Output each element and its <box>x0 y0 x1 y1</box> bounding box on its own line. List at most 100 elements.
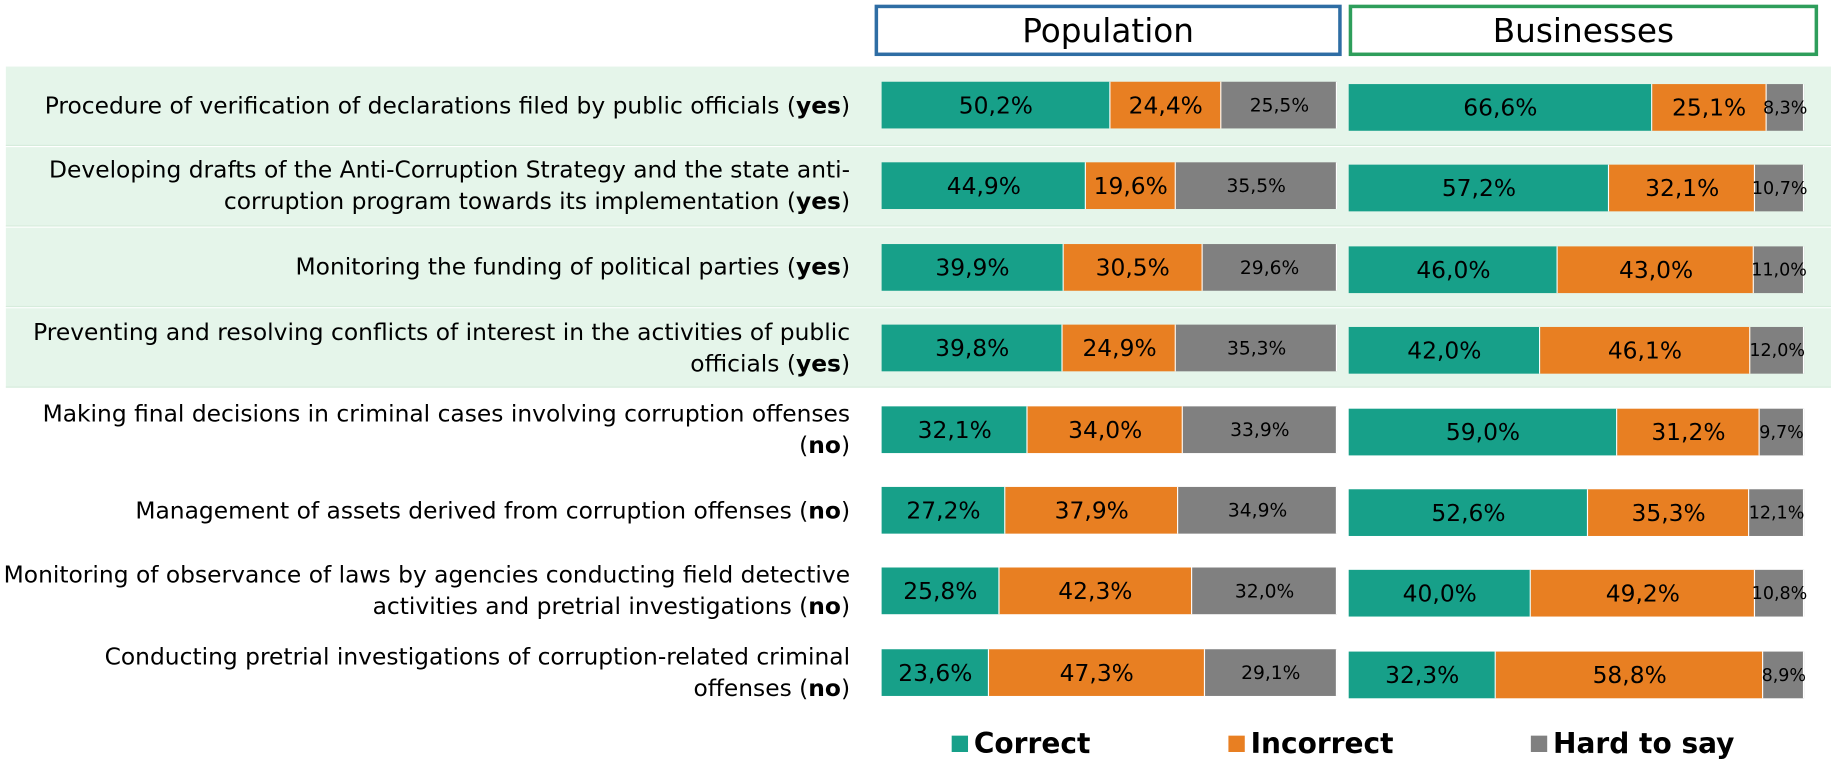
legend-swatch <box>1228 735 1245 752</box>
value-label: 34,9% <box>1227 499 1288 522</box>
value-label: 59,0% <box>1445 417 1521 446</box>
bar-segment <box>1609 165 1756 212</box>
bar-segment <box>1755 165 1805 212</box>
bar-segment <box>881 405 1028 453</box>
bar-segment <box>1348 408 1618 455</box>
value-label: 24,9% <box>1082 334 1157 363</box>
value-label: 29,1% <box>1241 661 1301 684</box>
legend-item: Correct <box>951 727 1091 760</box>
bar-segment <box>1178 486 1337 534</box>
bar-segment <box>1348 651 1496 699</box>
legend-item: Incorrect <box>1228 727 1394 760</box>
value-label: 58,8% <box>1592 660 1667 689</box>
value-label: 30,5% <box>1095 253 1170 282</box>
bar-segment <box>1348 489 1589 536</box>
bar-segment <box>1062 324 1177 372</box>
bar-segment <box>881 324 1063 372</box>
bar-segment <box>1759 408 1804 455</box>
value-label: 42,3% <box>1058 577 1133 606</box>
value-label: 9,7% <box>1759 421 1804 443</box>
value-label: 11,0% <box>1751 258 1807 281</box>
value-label: 57,2% <box>1441 174 1517 203</box>
value-label: 25,8% <box>903 577 978 606</box>
value-label: 39,9% <box>935 253 1010 282</box>
bar-segment <box>1182 405 1337 453</box>
bar-segment <box>1005 486 1179 534</box>
bar-segment <box>881 486 1006 534</box>
value-label: 35,3% <box>1631 498 1706 527</box>
value-label: 42,0% <box>1407 336 1482 365</box>
value-label: 8,9% <box>1761 664 1807 686</box>
bar-segment <box>1348 165 1610 212</box>
bar-segment <box>881 649 990 696</box>
bar-segment <box>881 162 1087 210</box>
bar-segment <box>1175 162 1337 210</box>
value-label: 31,2% <box>1651 417 1726 446</box>
category-label: Conducting pretrial investigations of co… <box>104 641 851 702</box>
panel-title: Population <box>874 4 1342 57</box>
bar-segment <box>1539 327 1750 374</box>
category-label: Preventing and resolving conflicts of in… <box>33 317 851 378</box>
value-label: 35,3% <box>1226 337 1287 360</box>
value-label: 32,1% <box>1645 174 1720 203</box>
value-label: 10,8% <box>1751 583 1808 605</box>
value-label: 50,2% <box>958 91 1034 120</box>
value-label: 29,6% <box>1239 256 1300 279</box>
value-label: 46,1% <box>1607 336 1683 365</box>
bar-segment <box>1191 567 1338 615</box>
value-label: 46,0% <box>1416 255 1491 284</box>
bar-segment <box>1204 649 1337 696</box>
bar-segment <box>1063 243 1203 291</box>
bar-segment <box>1763 651 1805 699</box>
bar-segment <box>1348 246 1559 293</box>
bar-segment <box>1651 84 1767 131</box>
value-label: 40,0% <box>1402 579 1477 608</box>
bar-segment <box>1027 405 1183 453</box>
bar-segment <box>881 243 1064 291</box>
value-label: 32,0% <box>1234 580 1295 603</box>
legend-swatch <box>951 735 969 752</box>
bar-segment <box>1221 81 1338 129</box>
bar-segment <box>1753 246 1805 293</box>
legend-label: Correct <box>973 727 1091 760</box>
bar-segment <box>1617 408 1760 455</box>
value-label: 66,6% <box>1463 93 1538 122</box>
bar-segment <box>1748 489 1805 536</box>
value-label: 25,1% <box>1672 93 1747 122</box>
legend-label: Hard to say <box>1553 727 1735 760</box>
bar-segment <box>1348 84 1652 131</box>
bar-segment <box>1110 81 1222 129</box>
value-label: 49,2% <box>1605 579 1680 608</box>
bar-segment <box>1086 162 1176 210</box>
category-label: Management of assets derived from corrup… <box>135 495 851 524</box>
value-label: 47,3% <box>1059 658 1134 687</box>
bar-segment <box>1749 327 1805 374</box>
value-label: 34,0% <box>1068 415 1143 444</box>
category-label: Procedure of verification of declaration… <box>44 90 851 119</box>
value-label: 32,1% <box>917 415 992 444</box>
value-label: 43,0% <box>1618 255 1694 284</box>
category-label: Monitoring the funding of political part… <box>295 252 851 281</box>
bar-segment <box>989 649 1205 696</box>
value-label: 52,6% <box>1431 498 1506 527</box>
bar-segment <box>1202 243 1337 291</box>
bar-segment <box>1348 570 1531 618</box>
value-label: 35,5% <box>1226 175 1286 198</box>
panel-title: Businesses <box>1348 4 1819 57</box>
value-label: 10,7% <box>1751 177 1808 199</box>
value-label: 24,4% <box>1128 91 1203 120</box>
value-label: 8,3% <box>1762 96 1808 118</box>
value-label: 33,9% <box>1230 418 1290 441</box>
value-label: 19,6% <box>1093 172 1168 201</box>
value-label: 23,6% <box>898 658 973 687</box>
value-label: 37,9% <box>1054 496 1129 525</box>
value-label: 27,2% <box>906 496 981 525</box>
bar-segment <box>881 81 1111 129</box>
value-label: 39,8% <box>935 334 1010 363</box>
bar-segment <box>1176 324 1337 372</box>
bar-segment <box>1530 570 1755 618</box>
bar-segment <box>1766 84 1805 131</box>
legend-item: Hard to say <box>1530 727 1735 760</box>
value-label: 32,3% <box>1385 660 1460 689</box>
